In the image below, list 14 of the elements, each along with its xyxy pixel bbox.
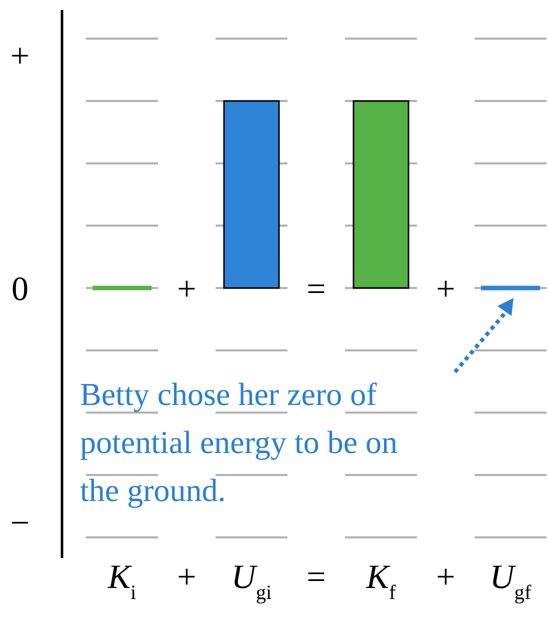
text: + [10, 38, 30, 75]
text: 0 [12, 270, 28, 308]
text: − [10, 504, 30, 542]
annotation: = [306, 270, 326, 308]
x-tick-label: K$_{i}$ [106, 559, 137, 604]
x-tick-label: K$_{f}$ [365, 559, 396, 604]
text: = [306, 559, 326, 596]
annotation: + [436, 270, 456, 308]
x-tick-label: U$_{gi}$ [231, 559, 272, 604]
text: + [177, 559, 196, 596]
annotation: + [177, 270, 196, 308]
text: Betty chose her zero of potential energy to be on the ground. [80, 376, 398, 508]
text: + [436, 559, 456, 596]
x-tick-label: U$_{gf}$ [490, 559, 532, 604]
